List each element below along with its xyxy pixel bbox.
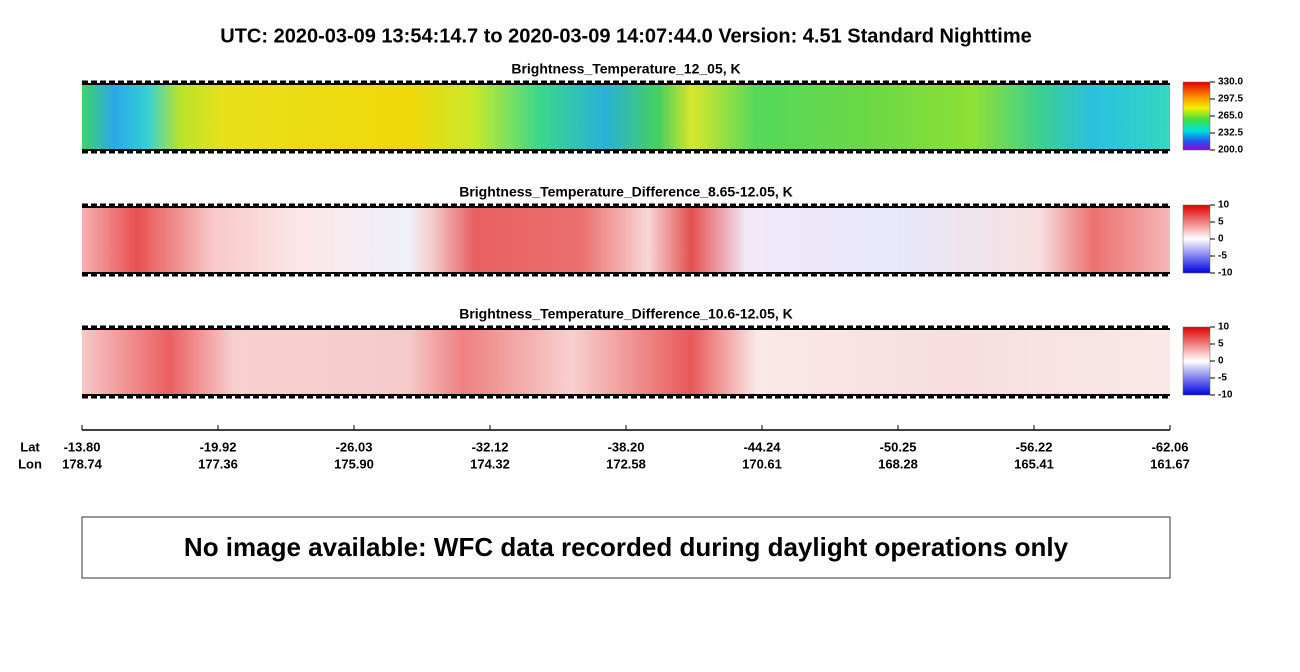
lon-tick-label: 174.32 [470, 456, 510, 471]
lon-tick-label: 168.28 [878, 456, 918, 471]
lat-tick-label: -62.06 [1152, 439, 1189, 454]
note-box [81, 516, 1171, 579]
image-strip [82, 207, 1170, 273]
image-strip [82, 84, 1170, 150]
lat-tick-label: -13.80 [64, 439, 101, 454]
colorbar-label: 330.0 [1218, 77, 1243, 88]
lon-label: Lon [18, 456, 42, 471]
lon-tick-label: 177.36 [198, 456, 238, 471]
colorbar-label: 200.0 [1218, 145, 1243, 156]
colorbar-label: -10 [1218, 390, 1233, 401]
panel-title: Brightness_Temperature_Difference_10.6-1… [459, 306, 793, 322]
lat-tick-label: -56.22 [1016, 439, 1053, 454]
colorbar-label: 0 [1218, 356, 1224, 367]
panel-title: Brightness_Temperature_Difference_8.65-1… [459, 184, 793, 200]
lat-tick-label: -32.12 [472, 439, 509, 454]
colorbar-label: 10 [1218, 200, 1230, 211]
colorbar-label: -10 [1218, 268, 1233, 279]
lat-label: Lat [20, 439, 40, 454]
lon-tick-label: 172.58 [606, 456, 646, 471]
lon-tick-label: 170.61 [742, 456, 782, 471]
colorbar-label: 297.5 [1218, 94, 1243, 105]
lat-tick-label: -44.24 [744, 439, 782, 454]
lon-tick-label: 161.67 [1150, 456, 1190, 471]
title: UTC: 2020-03-09 13:54:14.7 to 2020-03-09… [220, 25, 1031, 47]
lon-tick-label: 175.90 [334, 456, 374, 471]
lon-tick-label: 165.41 [1014, 456, 1054, 471]
colorbar-label: 5 [1218, 217, 1224, 228]
colorbar-label: -5 [1218, 251, 1227, 262]
colorbar [1182, 204, 1211, 274]
panel-title: Brightness_Temperature_12_05, K [511, 61, 740, 77]
colorbar [1182, 81, 1211, 151]
colorbar [1182, 326, 1211, 396]
colorbar-label: 265.0 [1218, 111, 1243, 122]
lat-tick-label: -38.20 [608, 439, 645, 454]
colorbar-label: 5 [1218, 339, 1224, 350]
lat-tick-label: -26.03 [336, 439, 373, 454]
colorbar-label: 10 [1218, 322, 1230, 333]
colorbar-label: 232.5 [1218, 128, 1243, 139]
lon-tick-label: 178.74 [62, 456, 103, 471]
note: No image available: WFC data recorded du… [184, 532, 1069, 562]
colorbar-label: -5 [1218, 373, 1227, 384]
image-strip [82, 329, 1170, 395]
lat-tick-label: -50.25 [880, 439, 917, 454]
lat-tick-label: -19.92 [200, 439, 237, 454]
colorbar-label: 0 [1218, 234, 1224, 245]
